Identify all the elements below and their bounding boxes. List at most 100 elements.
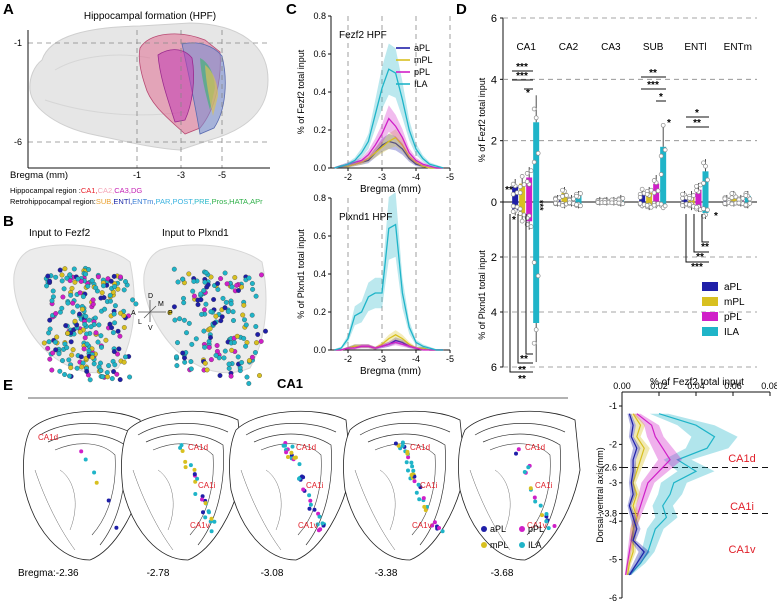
cell-dot [209, 529, 214, 534]
data-point [658, 201, 664, 207]
series-line-ILA [628, 413, 716, 576]
y-tick-label: 0.0 [313, 163, 326, 173]
cell-dot [89, 354, 95, 360]
cell-dot [195, 302, 201, 308]
cell-dot [223, 299, 229, 305]
cell-dot [208, 357, 214, 363]
data-point [729, 201, 735, 207]
cell-dot [263, 328, 268, 334]
cell-dot [206, 509, 211, 514]
data-point [651, 202, 657, 208]
cell-dot [224, 281, 230, 287]
section-outline [23, 410, 146, 561]
y-tick: -6 [14, 137, 22, 147]
data-point [519, 218, 525, 224]
cell-dot [77, 311, 82, 317]
cell-dot [410, 464, 415, 469]
coronal-section: CA1d CA1i CA1v [229, 410, 352, 561]
cell-dot [53, 274, 59, 280]
zone-ca1i: CA1i [730, 501, 754, 513]
y-tick-label: 2 [491, 136, 497, 148]
cell-dot [230, 309, 236, 315]
section-outline [343, 410, 466, 561]
cell-dot [57, 267, 63, 273]
panel-a-letter: A [3, 1, 14, 18]
cell-dot [283, 443, 287, 448]
section-contour [494, 469, 511, 531]
y-tick-label: 0.2 [313, 125, 326, 135]
panel-c-letter: C [286, 1, 297, 18]
cell-dot [180, 449, 185, 453]
data-point [602, 200, 608, 205]
cell-dot [417, 497, 422, 502]
cell-dot [253, 324, 259, 329]
section-contour [359, 423, 451, 436]
retro-list: SUB,ENTl,ENTm,PAR,POST,PRE,Pros,HATA,APr [96, 197, 263, 206]
region-label: CA1i [420, 481, 438, 490]
cell-dot [83, 271, 89, 277]
cell-dot [68, 365, 74, 371]
panel-a-title: Hippocampal formation (HPF) [84, 11, 216, 22]
y-tick-label: -1 [609, 401, 617, 411]
cell-dot [400, 440, 405, 445]
sig-stars: ** [701, 242, 709, 253]
cell-dot [195, 476, 200, 481]
cell-dot [259, 272, 264, 278]
cell-dot [46, 339, 52, 345]
section-contour [34, 469, 76, 551]
region-name: SUB, [96, 197, 114, 206]
cell-dot [284, 450, 289, 455]
panel-b-letter: B [3, 213, 14, 230]
sig-stars: *** [535, 200, 545, 211]
cell-dot [70, 309, 76, 315]
cell-dot [62, 266, 68, 272]
legend-swatch [702, 282, 718, 291]
region-label: CA1i [306, 481, 324, 490]
data-point [528, 168, 534, 174]
series-band [627, 413, 738, 575]
cell-dot [81, 346, 87, 352]
cell-dot [203, 515, 208, 520]
cell-dot [219, 314, 225, 320]
x-tick-label: 0.08 [761, 381, 777, 391]
cell-dot [409, 460, 414, 465]
cell-dot [229, 347, 235, 353]
cell-dot [308, 498, 313, 503]
cell-dot [226, 365, 232, 371]
data-point [560, 203, 565, 208]
data-point [524, 179, 530, 184]
data-point [517, 184, 523, 190]
cell-dot [222, 270, 228, 276]
data-point [722, 201, 728, 206]
data-point [574, 202, 579, 207]
data-point [722, 196, 728, 202]
series-band [334, 43, 444, 168]
orientation-axes [138, 300, 166, 322]
cell-dot [47, 326, 53, 332]
cell-dot [178, 445, 183, 450]
cell-dot [67, 272, 73, 278]
cell-dot [297, 462, 302, 467]
cell-dot [229, 284, 235, 290]
data-point [747, 196, 753, 202]
legend-apl: aPL [490, 524, 506, 534]
y-tick-label: 0.0 [313, 345, 326, 355]
cell-dot [414, 490, 419, 495]
bar-fezf2-mPL [730, 195, 737, 202]
sig-stars: ** [520, 354, 528, 365]
cell-dot [526, 465, 531, 470]
cell-dot [70, 300, 76, 306]
data-point [517, 190, 523, 196]
chart-ylabel: % of Fezf2 total input [296, 49, 306, 134]
cell-dot [70, 347, 76, 353]
region-label: CA1v [298, 521, 318, 530]
region-name: PRE, [194, 197, 212, 206]
coronal-sections: CA1d CA1d CA1i CA1v CA1d CA1i CA1v CA1d CA1i CA1v… [23, 410, 581, 561]
significance-marks: *** *** * ** *** * * * ** ** * *** ** ** [505, 62, 718, 385]
region-label: CA1d [525, 443, 545, 452]
cell-dot [74, 365, 80, 371]
legend-label: pPL [724, 312, 742, 323]
cell-dot [183, 459, 188, 464]
cell-dot [108, 278, 114, 284]
